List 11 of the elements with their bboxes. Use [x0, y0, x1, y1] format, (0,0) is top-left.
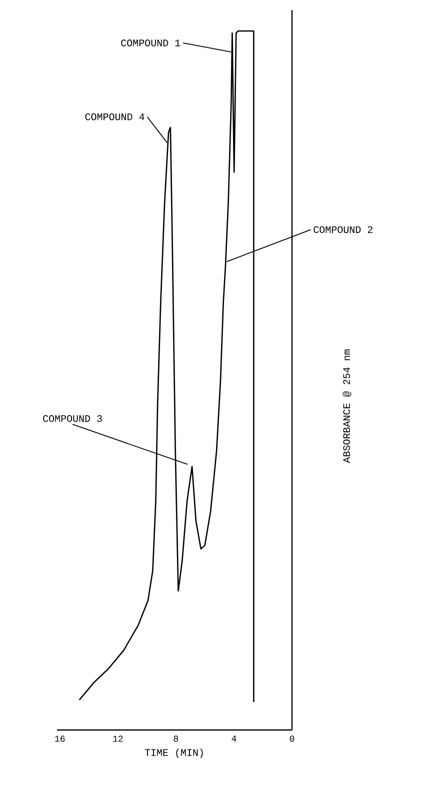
annotation: COMPOUND 4 — [85, 113, 144, 120]
x-tick-label: 12 — [113, 736, 123, 742]
annotation: COMPOUND 3 — [43, 415, 102, 422]
x-tick-label: 4 — [232, 736, 236, 742]
x-tick-label: 16 — [55, 736, 65, 742]
x-tick-label: 8 — [174, 736, 178, 742]
annotation: COMPOUND 2 — [314, 226, 372, 234]
x-axis-title: TIME (MIN) — [144, 748, 203, 758]
y-axis-title: ABSORBANCE @ 254 nm — [342, 350, 352, 464]
x-tick-label: 0 — [290, 736, 294, 742]
annotation: COMPOUND 1 — [121, 40, 180, 46]
